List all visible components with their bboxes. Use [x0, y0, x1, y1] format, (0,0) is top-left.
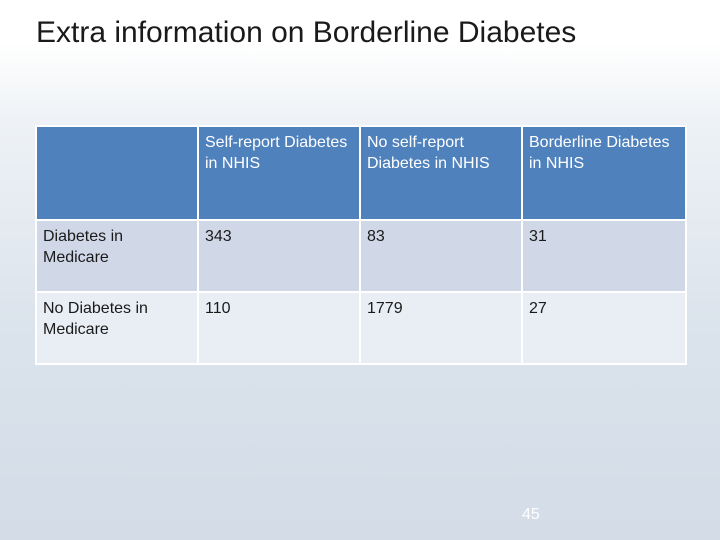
row-label: No Diabetes in Medicare [35, 291, 199, 365]
header-cell-borderline: Borderline Diabetes in NHIS [521, 125, 687, 221]
table-cell: 27 [521, 291, 687, 365]
header-cell-self-report: Self-report Diabetes in NHIS [197, 125, 361, 221]
header-cell-corner [35, 125, 199, 221]
slide-title: Extra information on Borderline Diabetes [36, 16, 577, 49]
table-cell: 1779 [359, 291, 523, 365]
header-cell-no-self-report: No self-report Diabetes in NHIS [359, 125, 523, 221]
table-cell: 110 [197, 291, 361, 365]
data-table: Self-report Diabetes in NHIS No self-rep… [35, 125, 687, 365]
table-cell: 343 [197, 219, 361, 293]
page-number: 45 [522, 506, 540, 523]
table-header-row: Self-report Diabetes in NHIS No self-rep… [35, 125, 687, 221]
row-label: Diabetes in Medicare [35, 219, 199, 293]
table-row: Diabetes in Medicare 343 83 31 [35, 219, 687, 293]
table-row: No Diabetes in Medicare 110 1779 27 [35, 291, 687, 365]
table-cell: 83 [359, 219, 523, 293]
table-cell: 31 [521, 219, 687, 293]
